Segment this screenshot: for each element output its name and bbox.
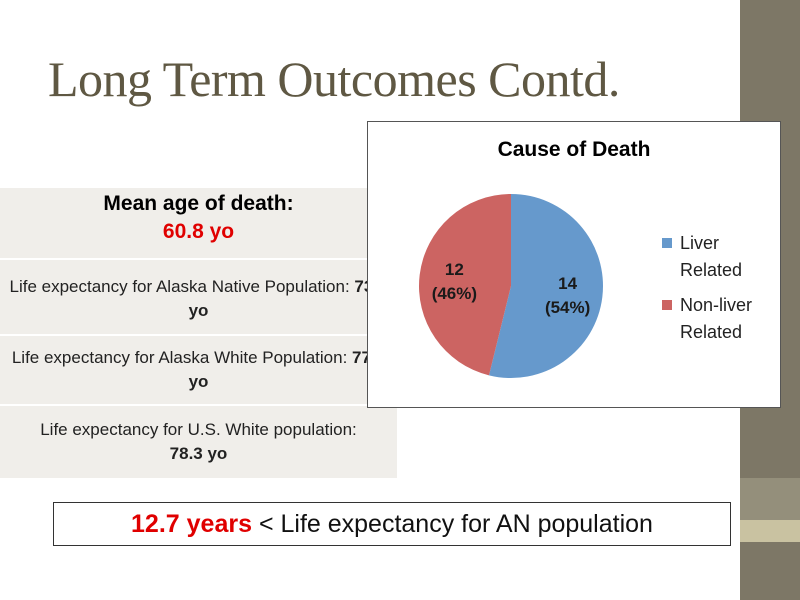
legend-label-non-liver: Non-liver Related: [680, 295, 753, 342]
legend-item-non-liver: Non-liver Related: [662, 292, 780, 346]
chart-title: Cause of Death: [497, 138, 651, 161]
fact-alaska-native-text: Life expectancy for Alaska Native Popula…: [9, 277, 350, 296]
side-accent-block: [740, 478, 800, 520]
chart-legend: Liver Related Non-liver Related: [662, 230, 780, 354]
pie-label-liver-percent: (54%): [545, 298, 590, 317]
fact-us-white-text: Life expectancy for U.S. White populatio…: [40, 420, 357, 439]
summary-text: < Life expectancy for AN population: [258, 510, 653, 538]
pie-label-non-liver-count: 12: [445, 260, 464, 279]
summary-box: 12.7 years < Life expectancy for AN popu…: [53, 502, 731, 546]
pie-slice-non-liver: [419, 194, 511, 376]
cause-of-death-chart: Cause of Death 14 (54%) 12 (46%) Liver Rela…: [367, 121, 781, 408]
fact-mean-age-value: 60.8 yo: [162, 220, 235, 243]
fact-alaska-white: Life expectancy for Alaska White Populat…: [0, 336, 397, 406]
fact-mean-age-heading: Mean age of death:: [103, 192, 294, 215]
fact-alaska-native: Life expectancy for Alaska Native Popula…: [0, 260, 397, 336]
fact-us-white-value: 78.3 yo: [169, 444, 228, 463]
pie-label-non-liver-percent: (46%): [432, 284, 477, 303]
slide-title: Long Term Outcomes Contd.: [48, 51, 620, 107]
facts-panel: Mean age of death: 60.8 yo Life expectan…: [0, 188, 397, 480]
legend-item-liver: Liver Related: [662, 230, 780, 284]
pie-slice-liver: [488, 194, 603, 378]
fact-us-white: Life expectancy for U.S. White populatio…: [0, 406, 397, 480]
fact-alaska-white-text: Life expectancy for Alaska White Populat…: [11, 348, 348, 367]
summary-highlight: 12.7 years: [131, 510, 252, 538]
legend-swatch-non-liver: [662, 300, 672, 310]
legend-swatch-liver: [662, 238, 672, 248]
pie-chart: 14 (54%) 12 (46%): [419, 194, 603, 378]
pie-label-liver-count: 14: [558, 274, 577, 293]
fact-mean-age: Mean age of death: 60.8 yo: [0, 188, 397, 260]
side-accent-block-light: [740, 520, 800, 542]
legend-label-liver: Liver Related: [680, 233, 743, 280]
